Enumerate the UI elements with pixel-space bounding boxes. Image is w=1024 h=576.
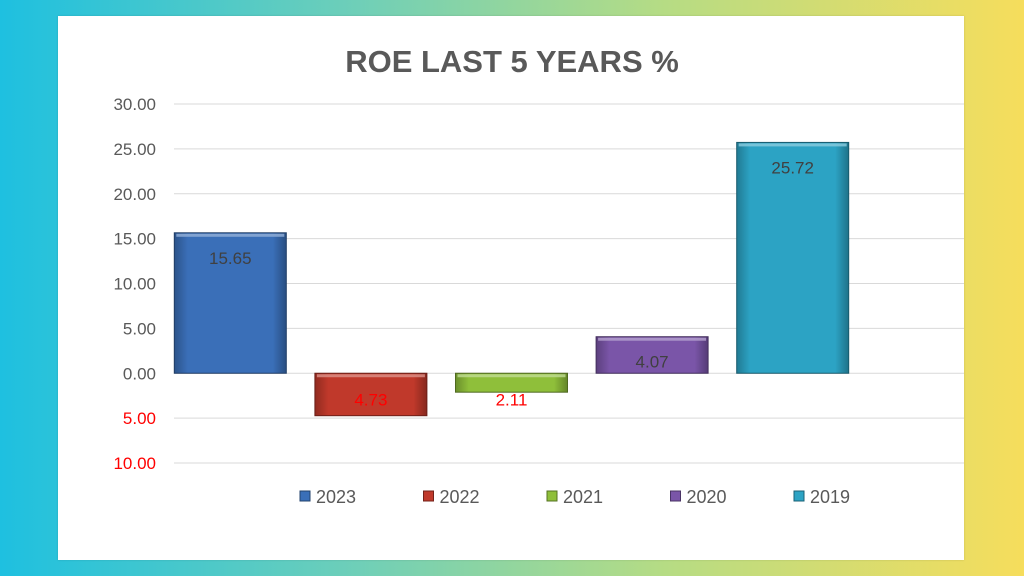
legend-label: 2019 (810, 487, 850, 507)
data-label: 15.65 (209, 249, 252, 268)
bar-2022 (314, 372, 428, 417)
legend: 2023 2022 2021 2020 2019 (299, 487, 850, 507)
bar-highlight (176, 233, 285, 237)
legend-label: 2023 (316, 487, 356, 507)
data-label: 4.73 (354, 390, 387, 409)
legend-swatch (793, 490, 805, 502)
bar-highlight (598, 337, 707, 341)
bar-2023 (173, 232, 287, 374)
bar-2021 (455, 372, 568, 393)
bar-highlight (457, 374, 566, 378)
legend-item-2021: 2021 (546, 487, 603, 507)
legend-swatch (670, 490, 681, 502)
y-tick-label: 0.00 (123, 364, 156, 383)
bar-2020 (595, 336, 709, 374)
bar-highlight (738, 143, 847, 147)
legend-label: 2020 (687, 487, 727, 507)
legend-item-2023: 2023 (299, 487, 356, 507)
roe-bar-chart: ROE LAST 5 YEARS % 30.00 25.00 20.00 15.00 1… (113, 44, 964, 507)
data-labels: 15.65 4.73 2.11 4.07 25.72 (209, 158, 814, 409)
data-label: 2.11 (496, 390, 528, 409)
legend-item-2019: 2019 (793, 487, 850, 507)
legend-label: 2021 (563, 487, 603, 507)
gridlines (174, 103, 964, 464)
legend-swatch (423, 490, 434, 502)
bars (173, 141, 850, 417)
legend-item-2020: 2020 (670, 487, 727, 507)
legend-swatch (546, 490, 558, 502)
y-tick-label: 5.00 (123, 319, 156, 338)
y-tick-label: 10.00 (113, 275, 156, 294)
y-tick-label: 5.00 (123, 409, 156, 428)
y-tick-label: 30.00 (113, 95, 156, 114)
chart-title: ROE LAST 5 YEARS % (345, 44, 679, 79)
legend-swatch (299, 490, 311, 502)
bar-2019 (736, 141, 850, 374)
data-label: 25.72 (771, 158, 814, 177)
chart-card: ROE LAST 5 YEARS % 30.00 25.00 20.00 15.00 1… (58, 16, 964, 560)
data-label: 4.07 (636, 353, 669, 372)
y-tick-label: 20.00 (113, 185, 156, 204)
bar-highlight (316, 374, 425, 378)
y-tick-label: 15.00 (113, 230, 156, 249)
y-tick-label: 25.00 (113, 140, 156, 159)
y-tick-label: 10.00 (113, 454, 156, 473)
legend-label: 2022 (440, 487, 480, 507)
legend-item-2022: 2022 (423, 487, 480, 507)
y-axis-ticks: 30.00 25.00 20.00 15.00 10.00 5.00 0.00 5.00 10.… (113, 95, 156, 473)
